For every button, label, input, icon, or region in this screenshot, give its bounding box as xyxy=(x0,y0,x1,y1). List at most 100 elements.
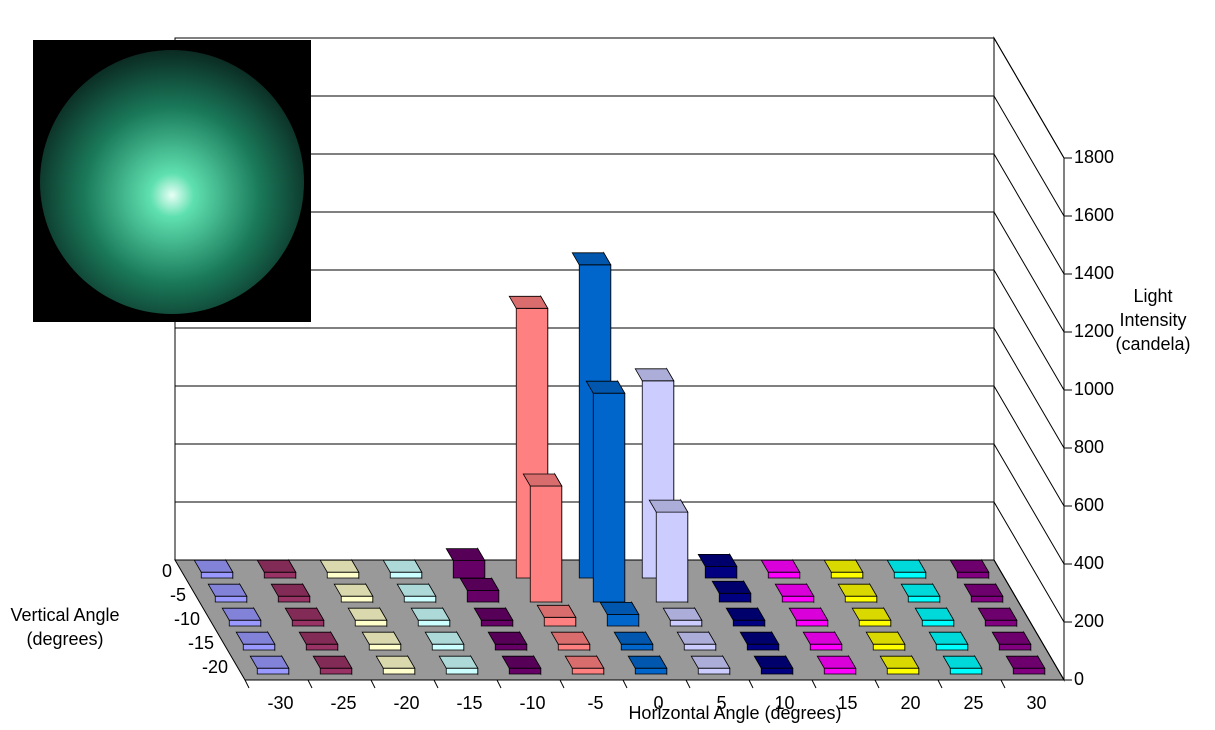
bar-front xyxy=(340,595,374,603)
bar-top xyxy=(627,655,668,669)
bar-front xyxy=(655,511,689,603)
bar-front xyxy=(543,616,577,627)
y-axis-title: Light Intensity (candela) xyxy=(1115,286,1191,354)
bar-top xyxy=(613,631,654,645)
bar xyxy=(599,600,640,628)
x-axis-title: Horizontal Angle (degrees) xyxy=(628,703,841,723)
x-tick-label: -20 xyxy=(393,693,419,713)
bar-front xyxy=(921,619,955,627)
bar xyxy=(249,654,290,676)
x-tick xyxy=(748,679,754,689)
x-tick-label: -30 xyxy=(267,693,293,713)
bar-front xyxy=(403,595,437,603)
x-tick xyxy=(874,679,880,689)
bar xyxy=(949,558,990,580)
bar-front xyxy=(844,595,878,603)
bar-top xyxy=(662,607,703,621)
bar-front xyxy=(256,667,290,675)
bar-front xyxy=(592,392,626,603)
bar xyxy=(788,606,829,628)
bar xyxy=(284,606,325,628)
x-tick xyxy=(307,679,313,689)
bar xyxy=(550,630,591,652)
bar-front xyxy=(998,643,1032,651)
grid-line xyxy=(175,559,1065,681)
grid-line xyxy=(175,37,1065,159)
bar-top xyxy=(438,655,479,669)
z-axis-title: Vertical Angle (degrees) xyxy=(10,605,120,649)
x-tick-label: 5 xyxy=(716,693,726,713)
bar-top xyxy=(256,559,297,573)
bar xyxy=(823,558,864,580)
bar-top xyxy=(753,655,794,669)
grid-line xyxy=(175,385,1065,507)
bar-top xyxy=(802,631,843,645)
bar-top xyxy=(823,559,864,573)
grid-line xyxy=(175,327,1065,449)
bar-front xyxy=(872,643,906,651)
bar-front xyxy=(389,571,423,579)
bar-top xyxy=(942,655,983,669)
x-tick xyxy=(559,679,565,689)
x-tick-label: -10 xyxy=(519,693,545,713)
bar-top xyxy=(235,631,276,645)
bar xyxy=(760,558,801,580)
bar xyxy=(816,654,857,676)
bar-top xyxy=(774,583,815,597)
bar-top xyxy=(445,548,486,561)
bar-top xyxy=(207,583,248,597)
bar-top xyxy=(991,631,1032,645)
bar xyxy=(739,630,780,652)
bar-front xyxy=(949,667,983,675)
bar-top xyxy=(760,559,801,573)
bar-top xyxy=(221,607,262,621)
bar-top xyxy=(676,631,717,645)
bar-top xyxy=(879,655,920,669)
bar-front xyxy=(291,619,325,627)
y-tick-label: 400 xyxy=(1074,553,1104,573)
x-tick-label: 30 xyxy=(1026,693,1046,713)
bar-top xyxy=(1005,655,1046,669)
bar-top xyxy=(396,583,437,597)
bar-top xyxy=(410,607,451,621)
bar xyxy=(613,630,654,652)
bar xyxy=(207,582,248,604)
grid-line xyxy=(175,269,1065,391)
bar-top xyxy=(886,559,927,573)
x-tick-label: -15 xyxy=(456,693,482,713)
bar xyxy=(221,606,262,628)
grid-line xyxy=(175,95,1065,217)
bar xyxy=(585,379,626,604)
bar-top xyxy=(690,655,731,669)
z-tick-label: 0 xyxy=(162,561,172,581)
bar xyxy=(459,576,500,604)
bar xyxy=(487,630,528,652)
bar xyxy=(564,654,605,676)
grid-line xyxy=(175,501,1065,623)
bar xyxy=(900,582,941,604)
y-tick-label: 0 xyxy=(1074,669,1084,689)
bar xyxy=(235,630,276,652)
bar-front xyxy=(417,619,451,627)
bar-front xyxy=(704,566,738,579)
x-tick xyxy=(433,679,439,689)
bar-front xyxy=(480,619,514,627)
grid-line xyxy=(175,153,1065,275)
bar-front xyxy=(823,667,857,675)
bar-top xyxy=(564,655,605,669)
bar-top xyxy=(424,631,465,645)
bar-top xyxy=(571,252,612,266)
bar-front xyxy=(697,667,731,675)
bar xyxy=(928,630,969,652)
bar-top xyxy=(949,559,990,573)
bar-top xyxy=(333,583,374,597)
bar-front xyxy=(746,643,780,651)
bar xyxy=(298,630,339,652)
x-tick xyxy=(244,679,250,689)
bar-top xyxy=(284,607,325,621)
y-tick-label: 1800 xyxy=(1074,147,1114,167)
bar-top xyxy=(270,583,311,597)
bar xyxy=(382,558,423,580)
x-tick xyxy=(370,679,376,689)
z-tick-label: -15 xyxy=(188,633,214,653)
